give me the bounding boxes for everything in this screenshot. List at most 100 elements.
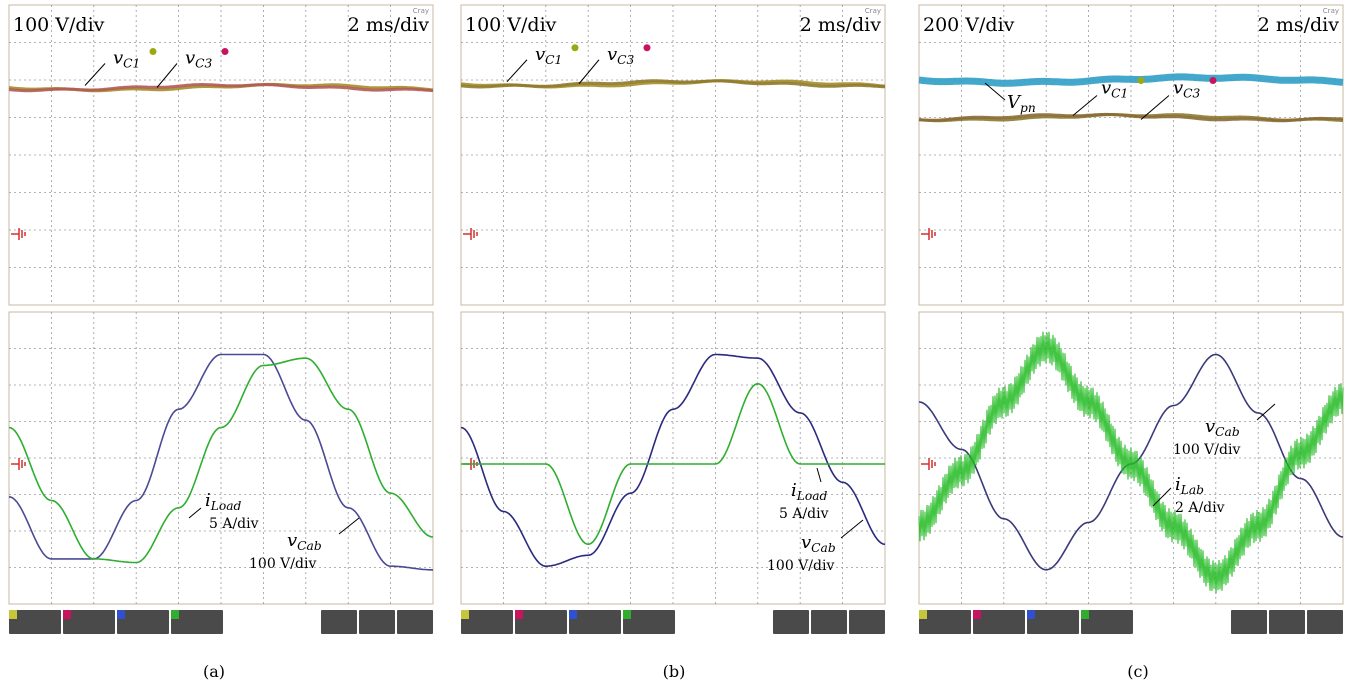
dot-vC1 (571, 44, 579, 52)
scale-iLab: 2 A/div (1175, 500, 1225, 516)
brand-logo: Cray (865, 7, 881, 15)
channel-color-tab (623, 610, 631, 619)
leader-vC3 (156, 63, 178, 88)
ground-marker-icon (11, 458, 26, 470)
ground-marker-icon (463, 228, 478, 240)
timebase-box (1269, 610, 1305, 634)
label-vC1: vC1 (113, 48, 140, 71)
scope-panel-c: 200 V/div 2 ms/div Cray Vpn vC1 vC3 vCab 100 V/… (918, 4, 1344, 638)
leader-iLoad (816, 467, 822, 483)
label-vC1: vC1 (1101, 78, 1128, 101)
scope-panel-a: 100 V/div 2 ms/div Cray vC1 vC3 iLoad 5 A/div v… (8, 4, 434, 638)
scale-vCab: 100 V/div (249, 556, 316, 572)
channel-color-tab (63, 610, 71, 619)
channel-box (461, 610, 513, 634)
caption-c: (c) (1127, 662, 1149, 681)
channel-color-tab (1027, 610, 1035, 619)
channel-box (171, 610, 223, 634)
leader-vC1 (84, 63, 106, 86)
label-Vpn: Vpn (1007, 92, 1036, 115)
trace-vC3 (918, 112, 1344, 123)
channel-color-tab (9, 610, 17, 619)
ground-marker-icon (921, 458, 936, 470)
channel-color-tab (973, 610, 981, 619)
trace-iLab (918, 331, 1344, 594)
trace-vCab (8, 353, 434, 571)
leader-vC1 (1072, 95, 1098, 116)
ground-marker-icon (11, 228, 26, 240)
dot-vC3 (221, 48, 229, 55)
channel-color-tab (117, 610, 125, 619)
label-iLoad: iLoad (791, 480, 828, 503)
top-tdiv-label: 2 ms/div (348, 14, 430, 36)
dot-vC1 (1137, 77, 1145, 84)
timebase-box (1307, 610, 1343, 634)
label-iLoad: iLoad (205, 490, 242, 513)
top-vdiv-label: 200 V/div (923, 14, 1015, 36)
leader-vCab (840, 519, 864, 539)
timebase-box (849, 610, 885, 634)
leader-vCab (1256, 403, 1276, 421)
scope-panel-b: 100 V/div 2 ms/div Cray vC1 vC3 iLoad 5 A/div v… (460, 4, 886, 638)
channel-color-tab (515, 610, 523, 619)
leader-vC3 (578, 59, 600, 85)
label-vCab: vCab (287, 530, 322, 553)
channel-box (117, 610, 169, 634)
label-vCab: vCab (801, 532, 836, 555)
scale-vCab: 100 V/div (767, 558, 834, 574)
dot-vC3 (643, 44, 651, 52)
leader-vC3 (1140, 95, 1170, 120)
label-vC3: vC3 (185, 48, 213, 71)
label-vCab: vCab (1205, 416, 1240, 439)
trace-vCab (460, 353, 886, 567)
channel-box (973, 610, 1025, 634)
bottom-screen: vCab 100 V/div iLab 2 A/div (918, 311, 1344, 605)
channel-color-tab (461, 610, 469, 619)
timebase-box (359, 610, 395, 634)
leader-vCab (338, 517, 360, 535)
scale-iLoad: 5 A/div (209, 516, 259, 532)
label-vC1: vC1 (535, 44, 562, 67)
scope-status-bar (461, 608, 885, 636)
leader-Vpn (984, 82, 1006, 101)
top-vdiv-label: 100 V/div (13, 14, 105, 36)
scope-status-bar (919, 608, 1343, 636)
label-vC3: vC3 (1173, 78, 1201, 101)
caption-b: (b) (662, 662, 686, 681)
timebase-box (321, 610, 357, 634)
channel-box (63, 610, 115, 634)
trace-iLoad (461, 382, 885, 546)
bottom-screen: iLoad 5 A/div vCab 100 V/div (8, 311, 434, 605)
top-tdiv-label: 2 ms/div (800, 14, 882, 36)
trace-Vpn (918, 73, 1344, 87)
channel-color-tab (919, 610, 927, 619)
channel-color-tab (171, 610, 179, 619)
bottom-screen: iLoad 5 A/div vCab 100 V/div (460, 311, 886, 605)
trace-vC3 (460, 79, 886, 89)
channel-box (919, 610, 971, 634)
channel-box (569, 610, 621, 634)
channel-box (1027, 610, 1079, 634)
label-iLab: iLab (1175, 474, 1204, 497)
scope-status-bar (9, 608, 433, 636)
brand-logo: Cray (1323, 7, 1339, 15)
brand-logo: Cray (413, 7, 429, 15)
ground-marker-icon (921, 228, 936, 240)
dot-vC1 (149, 48, 157, 55)
leader-vC1 (506, 59, 528, 83)
dot-vC3 (1209, 77, 1217, 84)
caption-a: (a) (202, 662, 226, 681)
timebase-box (811, 610, 847, 634)
scale-iLoad: 5 A/div (779, 506, 829, 522)
label-vC3: vC3 (607, 44, 635, 67)
channel-box (515, 610, 567, 634)
leader-iLab (1152, 487, 1172, 507)
channel-color-tab (1081, 610, 1089, 619)
channel-box (9, 610, 61, 634)
